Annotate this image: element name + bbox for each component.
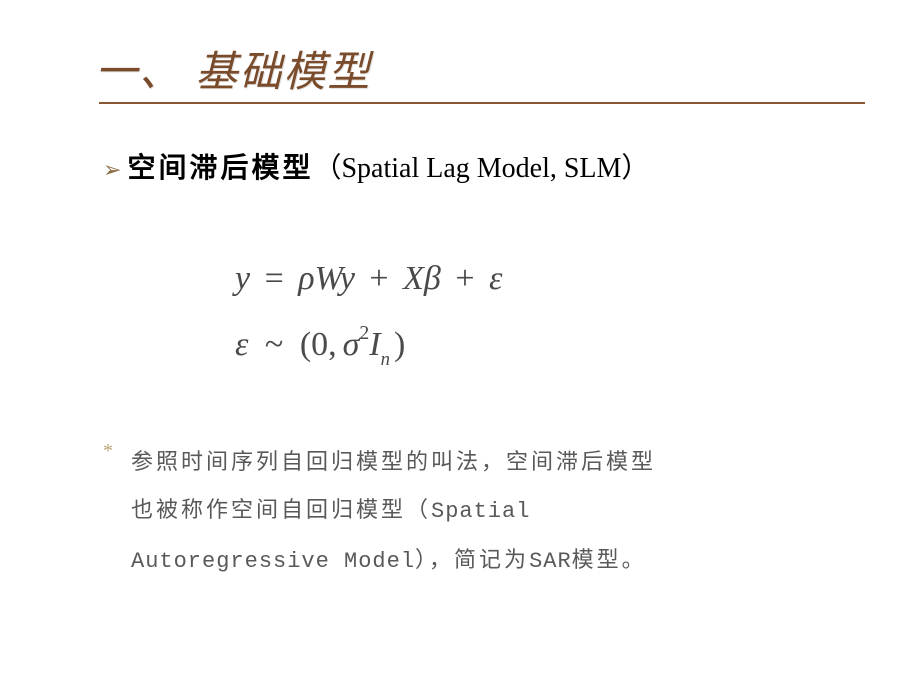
equation-block: y = ρWy + Xβ + ε ε ~ (0,σ2In) xyxy=(235,246,850,379)
equation-line-2: ε ~ (0,σ2In) xyxy=(235,312,850,378)
subhead-text: 空间滞后模型（Spatial Lag Model, SLM） xyxy=(127,146,649,186)
arrow-icon: ➢ xyxy=(103,159,121,181)
note-l3en: Autoregressive Model xyxy=(131,549,415,574)
subhead-en: （Spatial Lag Model, SLM） xyxy=(313,153,649,184)
title-underline xyxy=(99,102,865,104)
eq-W: W xyxy=(315,260,340,297)
note-l2a: 也被称作空间自回归模型（ xyxy=(131,498,431,523)
eq-y2: y xyxy=(340,260,355,297)
eq-y: y xyxy=(235,260,250,297)
eq-sigma: σ xyxy=(343,326,360,363)
eq-plus2: + xyxy=(449,260,480,297)
eq-equals: = xyxy=(259,260,290,297)
note-text: 参照时间序列自回归模型的叫法，空间滞后模型 也被称作空间自回归模型（Spatia… xyxy=(131,439,656,586)
eq-eps2: ε xyxy=(235,326,248,363)
eq-close: ) xyxy=(390,326,405,363)
eq-open: ( xyxy=(300,326,311,363)
note-l2en: Spatial xyxy=(431,499,530,524)
eq-eps: ε xyxy=(489,260,502,297)
note-row: * 参照时间序列自回归模型的叫法，空间滞后模型 也被称作空间自回归模型（Spat… xyxy=(103,439,850,586)
note-l1: 参照时间序列自回归模型的叫法，空间滞后模型 xyxy=(131,450,656,475)
note-l3a: ），简记为 xyxy=(415,548,529,573)
subhead-cn: 空间滞后模型 xyxy=(127,152,313,183)
eq-plus1: + xyxy=(363,260,394,297)
subhead-row: ➢ 空间滞后模型（Spatial Lag Model, SLM） xyxy=(103,146,850,186)
eq-rho: ρ xyxy=(298,260,314,297)
eq-zero: 0 xyxy=(311,326,328,363)
note-l3b: SAR xyxy=(529,549,572,574)
eq-sup-2: 2 xyxy=(359,322,369,344)
note-l3c: 模型。 xyxy=(572,548,647,573)
eq-I: I xyxy=(369,326,380,363)
equation-line-1: y = ρWy + Xβ + ε xyxy=(235,246,850,312)
eq-tilde: ~ xyxy=(257,326,291,363)
eq-comma: , xyxy=(328,326,343,363)
asterisk-icon: * xyxy=(103,439,113,586)
eq-beta: β xyxy=(424,260,441,297)
eq-sub-n: n xyxy=(381,349,390,370)
eq-X: X xyxy=(403,260,424,297)
slide: 一、 基础模型 ➢ 空间滞后模型（Spatial Lag Model, SLM）… xyxy=(0,0,920,690)
slide-title: 一、 基础模型 xyxy=(95,50,850,96)
